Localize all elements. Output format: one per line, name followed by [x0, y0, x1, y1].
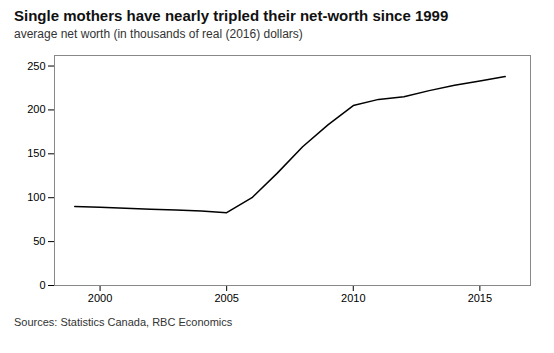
- svg-text:250: 250: [27, 60, 45, 72]
- svg-text:2015: 2015: [468, 292, 492, 304]
- svg-text:200: 200: [27, 103, 45, 115]
- svg-text:2000: 2000: [88, 292, 112, 304]
- html-text:Sources: Statistics Canada, RB: Sources: Statistics Canada, RBC Economic…: [14, 316, 233, 328]
- svg-text:100: 100: [27, 191, 45, 203]
- svg-text:0: 0: [39, 279, 45, 291]
- html-text:Single mothers have nearly tri: Single mothers have nearly tripled their…: [14, 7, 449, 24]
- svg-text:150: 150: [27, 147, 45, 159]
- html-text:average net worth (in thousand: average net worth (in thousands of real …: [14, 27, 303, 41]
- svg-text:2010: 2010: [341, 292, 365, 304]
- svg-text:2005: 2005: [214, 292, 238, 304]
- svg-text:50: 50: [33, 235, 45, 247]
